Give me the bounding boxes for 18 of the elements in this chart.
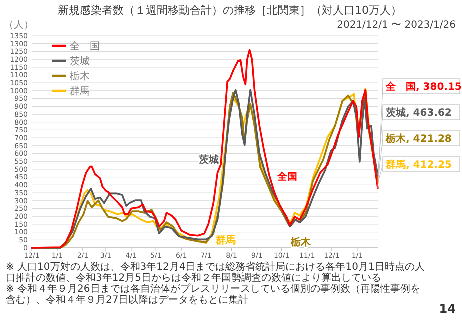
annotation: 群馬 bbox=[214, 234, 236, 247]
data-label: 群馬, 412.25 bbox=[385, 159, 452, 171]
legend-label: 全 国 bbox=[70, 40, 100, 52]
legend-label: 群馬 bbox=[70, 86, 90, 98]
data-label: 茨城, 463.62 bbox=[385, 107, 452, 119]
chart-subtitle: 2021/12/1 〜 2023/1/26 bbox=[337, 20, 456, 31]
legend-label: 茨城 bbox=[70, 56, 90, 68]
annotation: 茨城 bbox=[198, 154, 220, 166]
data-label: 全 国, 380.15 bbox=[385, 81, 462, 93]
annotation: 全国 bbox=[276, 170, 298, 183]
text: ※ 令和４年９月26日までは各自治体がプレスリリースしている個別の事例数（再陽性事例を含む）、令和４年９月27日以降はデータをもとに集計 bbox=[6, 284, 422, 306]
y-axis-title: （人） bbox=[4, 20, 34, 31]
annotation: 栃木 bbox=[290, 236, 312, 248]
text: ※ 人口10万対の人数は、令和3年12月4日までは総務省統計局における各年10月1日時点の人口推計の数値、令和3年12月5日からは令和２年国勢調査の数値により算出している bbox=[6, 262, 426, 284]
chart-title: 新規感染者数（１週間移動合計）の推移［北関東］（対人口10万人） bbox=[58, 4, 402, 17]
text: 14 bbox=[439, 302, 456, 316]
data-label: 栃木, 421.28 bbox=[385, 133, 452, 145]
legend-label: 栃木 bbox=[70, 70, 90, 82]
